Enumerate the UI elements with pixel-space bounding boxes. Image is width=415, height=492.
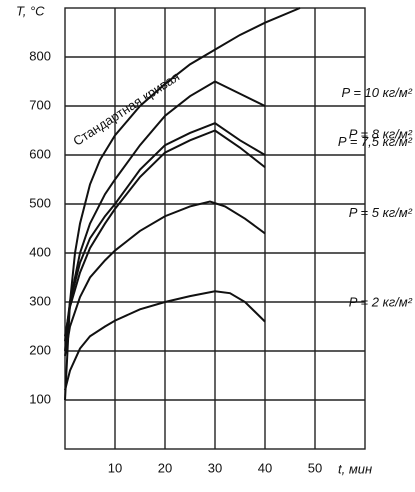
x-axis-label: t, мин: [338, 461, 372, 476]
x-tick-label: 20: [158, 460, 172, 475]
series-line: [64, 80, 266, 352]
y-tick-label: 300: [29, 293, 51, 308]
series-line: [64, 200, 266, 357]
series-line: [64, 290, 266, 391]
y-tick-label: 400: [29, 244, 51, 259]
series-label: P = 7,5 кг/м²: [338, 134, 413, 149]
series-label: P = 8 кг/м²: [349, 127, 413, 142]
x-tick-label: 30: [208, 460, 222, 475]
series-label: P = 10 кг/м²: [342, 85, 413, 100]
y-tick-label: 200: [29, 342, 51, 357]
y-tick-label: 100: [29, 391, 51, 406]
y-tick-label: 500: [29, 195, 51, 210]
y-tick-label: 600: [29, 146, 51, 161]
series-line: [64, 129, 266, 337]
series-line: [64, 7, 301, 401]
series-line: [64, 122, 266, 342]
x-tick-label: 10: [108, 460, 122, 475]
y-axis-label: T, °C: [16, 3, 45, 18]
x-tick-label: 50: [308, 460, 322, 475]
x-tick-label: 40: [258, 460, 272, 475]
y-tick-label: 700: [29, 97, 51, 112]
series-label: P = 5 кг/м²: [349, 205, 413, 220]
series-label: P = 2 кг/м²: [349, 295, 413, 310]
y-tick-label: 800: [29, 48, 51, 63]
